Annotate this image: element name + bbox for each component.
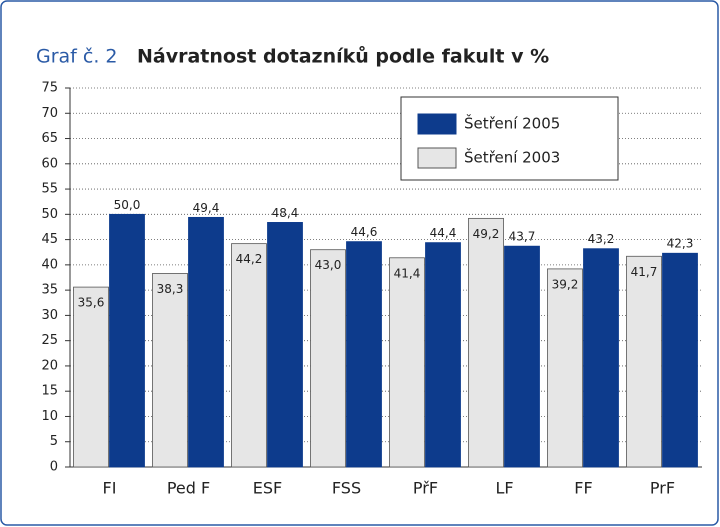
y-tick-label: 20	[41, 358, 58, 373]
x-tick-label: FI	[103, 479, 117, 498]
bar	[626, 255, 662, 468]
bar	[504, 245, 540, 468]
value-label: 43,0	[315, 258, 342, 272]
bar	[267, 222, 303, 468]
x-tick-label: Ped F	[167, 479, 210, 498]
value-label: 35,6	[78, 296, 105, 310]
y-tick-label: 0	[50, 460, 58, 475]
value-label: 49,2	[473, 227, 500, 241]
chart-label: Graf č. 2	[36, 46, 118, 68]
x-tick-label: FF	[574, 479, 592, 498]
bar	[389, 257, 425, 468]
legend-swatch	[417, 147, 457, 169]
bar	[468, 217, 504, 468]
bar	[346, 241, 382, 468]
bar	[425, 242, 461, 468]
value-label: 49,4	[193, 201, 220, 215]
y-tick-label: 25	[41, 333, 58, 348]
value-label: 50,0	[114, 198, 141, 212]
bar	[152, 273, 188, 468]
value-label: 43,2	[588, 232, 615, 246]
chart-title: Návratnost dotazníků podle fakult v %	[137, 45, 549, 68]
value-label: 41,4	[394, 266, 421, 280]
y-tick-label: 5	[50, 434, 58, 449]
bar	[231, 243, 267, 468]
bar	[583, 248, 619, 468]
bar	[109, 213, 145, 468]
bar	[73, 286, 109, 468]
y-tick-label: 40	[41, 257, 58, 272]
x-tick-label: FSS	[332, 479, 361, 498]
bar	[547, 268, 583, 468]
value-label: 44,6	[351, 225, 378, 239]
legend-label: Šetření 2003	[464, 148, 560, 167]
y-tick-label: 65	[41, 131, 58, 146]
y-tick-label: 55	[41, 182, 58, 197]
value-label: 44,2	[236, 252, 263, 266]
y-tick-label: 30	[41, 308, 58, 323]
x-tick-label: ESF	[253, 479, 282, 498]
legend-label: Šetření 2005	[464, 114, 560, 133]
y-tick-label: 75	[41, 81, 58, 96]
bar	[310, 249, 346, 468]
y-tick-label: 70	[41, 106, 58, 121]
y-tick-label: 50	[41, 207, 58, 222]
value-label: 42,3	[667, 237, 694, 251]
y-tick-label: 45	[41, 232, 58, 247]
legend-swatch	[417, 113, 457, 135]
x-tick-label: PrF	[650, 479, 675, 498]
value-label: 43,7	[509, 230, 536, 244]
y-tick-label: 15	[41, 384, 58, 399]
value-label: 41,7	[631, 265, 658, 279]
y-tick-label: 35	[41, 283, 58, 298]
y-tick-label: 60	[41, 156, 58, 171]
value-label: 39,2	[552, 277, 579, 291]
x-tick-label: LF	[495, 479, 513, 498]
y-tick-label: 10	[41, 409, 58, 424]
value-label: 44,4	[430, 226, 457, 240]
bar	[662, 252, 698, 468]
x-tick-label: PřF	[413, 479, 438, 498]
value-label: 48,4	[272, 206, 299, 220]
bar	[188, 216, 224, 468]
value-label: 38,3	[157, 282, 184, 296]
